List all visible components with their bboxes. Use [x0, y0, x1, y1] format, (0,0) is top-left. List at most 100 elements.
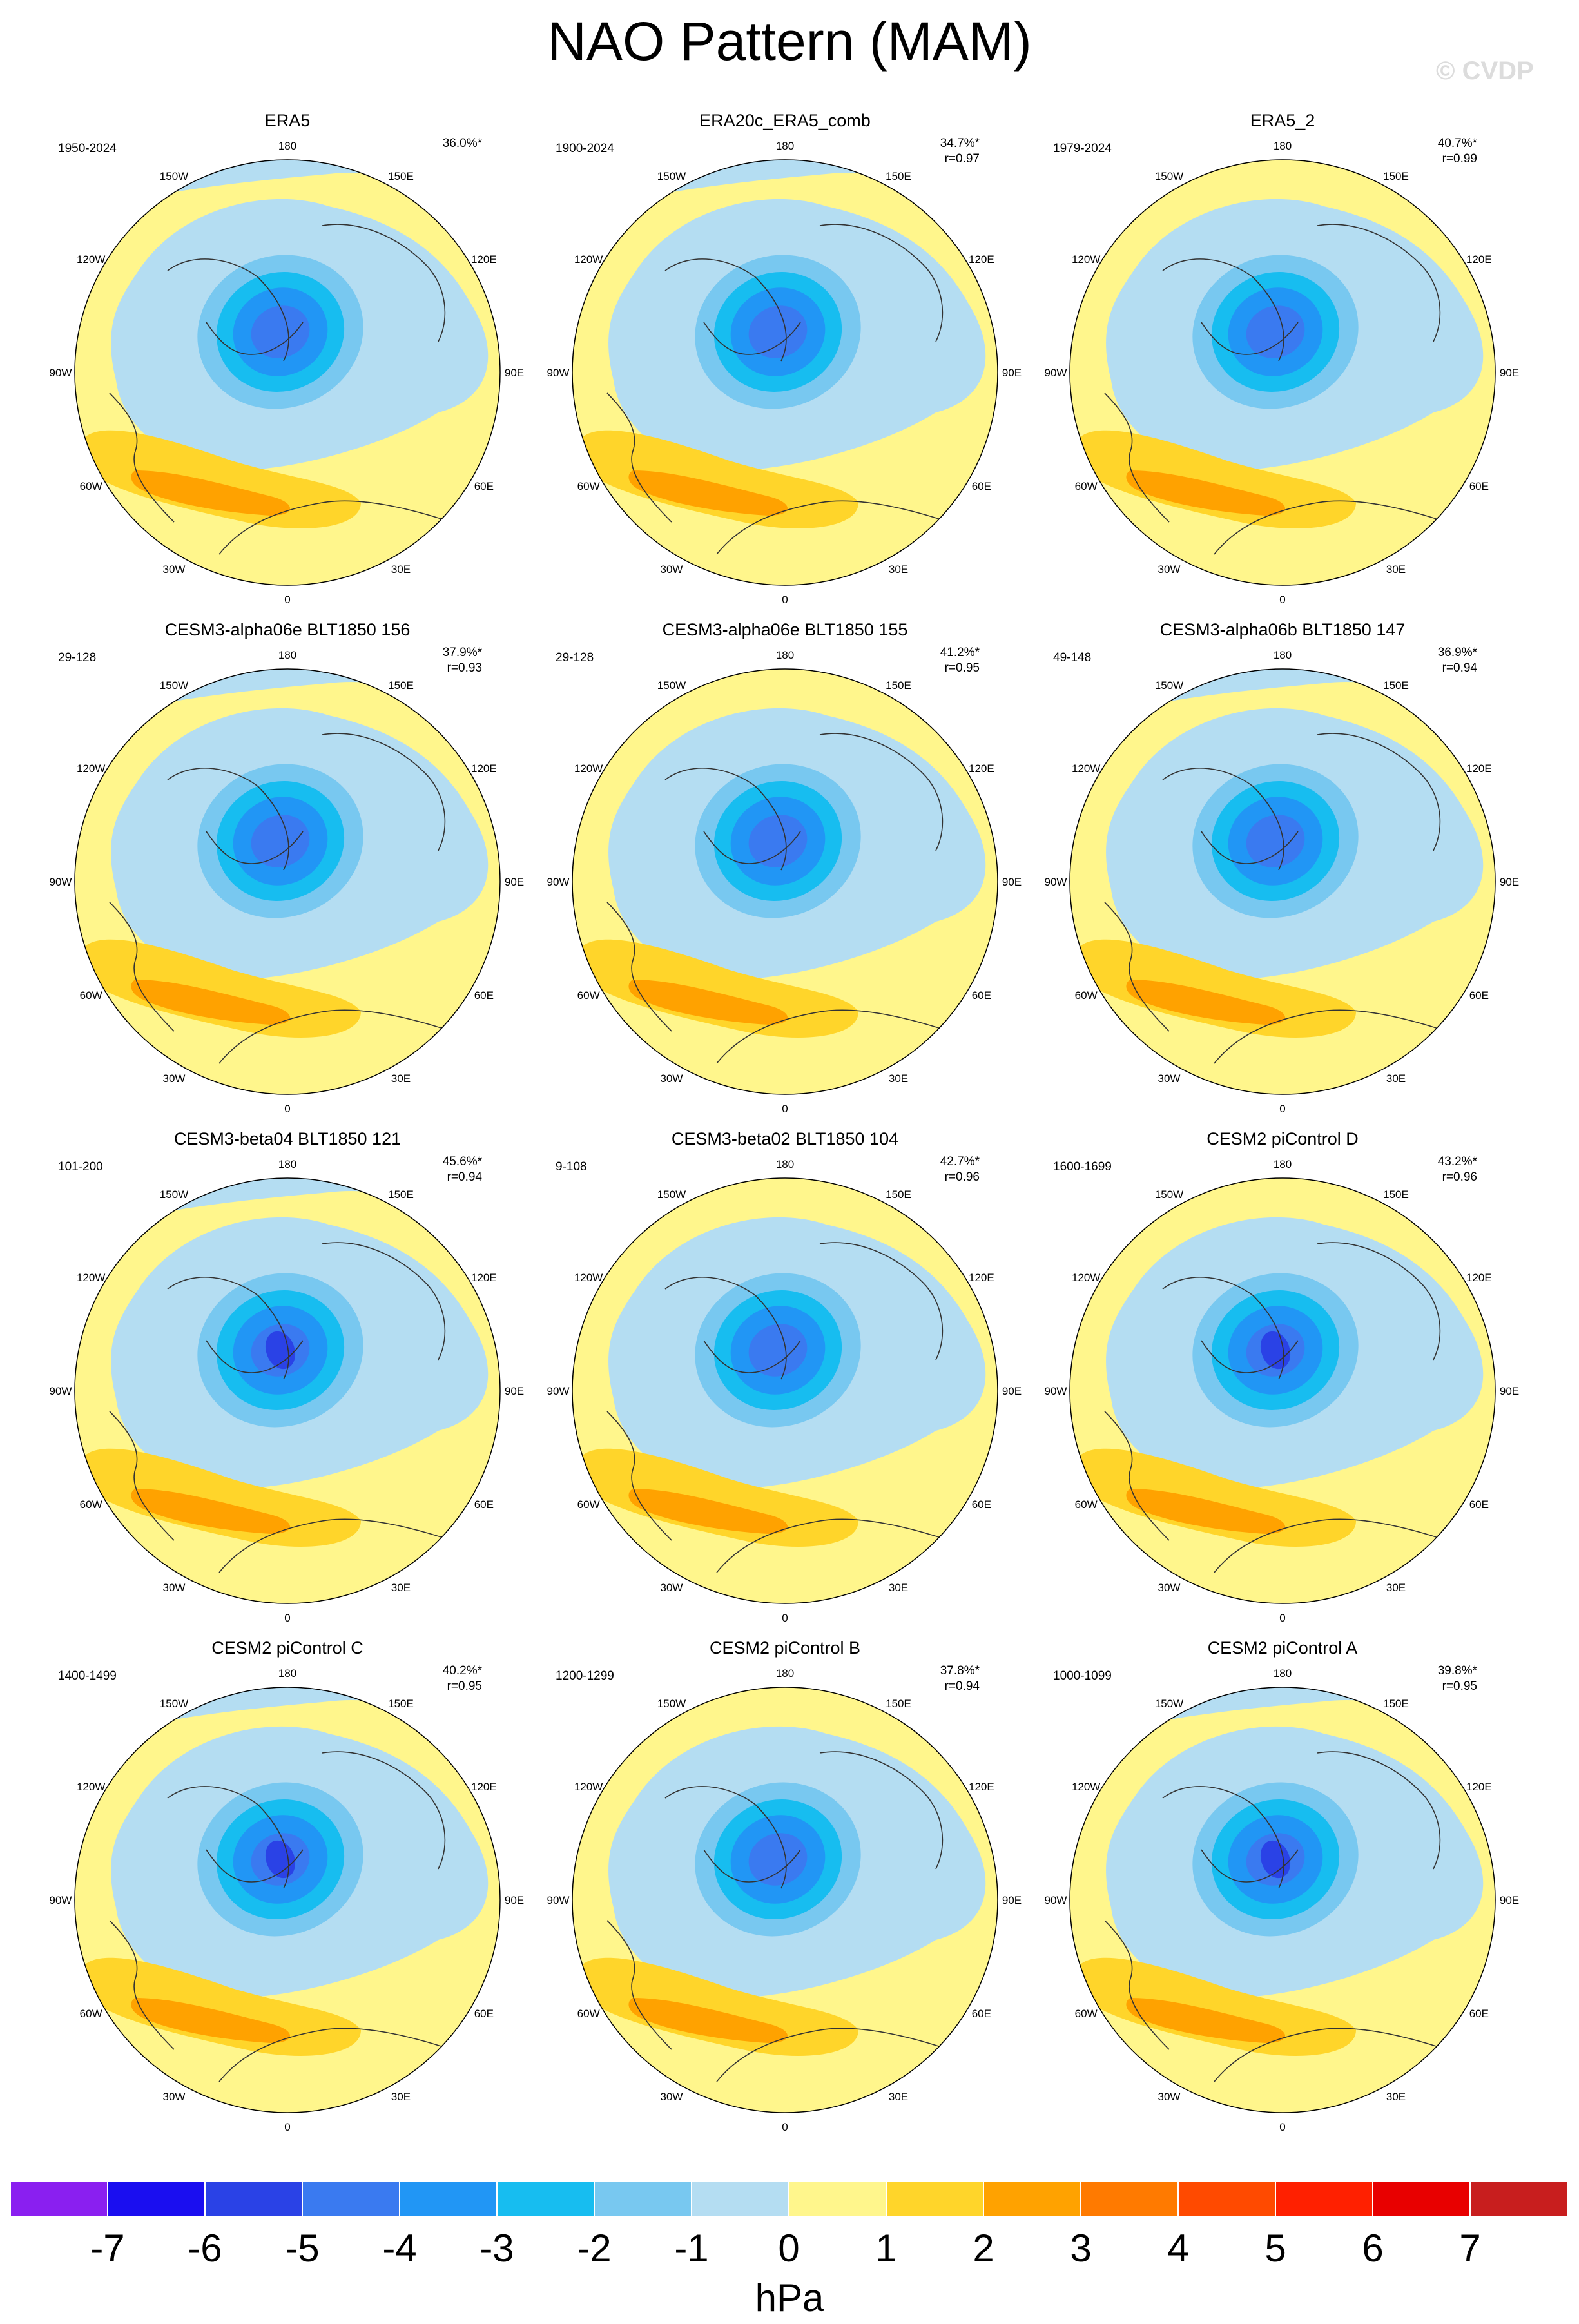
- coastline: [109, 1411, 175, 1541]
- longitude-label: 90E: [1500, 1894, 1519, 1906]
- map-boundary: [572, 668, 998, 1095]
- map-boundary: [572, 159, 998, 586]
- atlantic-positive-core: [131, 470, 290, 516]
- longitude-label: 30W: [1158, 563, 1181, 576]
- coastline: [218, 500, 452, 555]
- map-panel: ERA20c_ERA5_comb 1900-2024 34.7%* r=0.97 180…: [523, 110, 1047, 619]
- atlantic-positive-core: [628, 1489, 788, 1534]
- panel-variance-explained: 42.7%*: [940, 1155, 980, 1168]
- coastline: [1201, 1340, 1299, 1373]
- longitude-label: 60E: [972, 989, 991, 1002]
- coastline: [1214, 500, 1447, 555]
- map-panel: CESM2 piControl D 1600-1699 43.2%* r=0.96 18…: [1021, 1128, 1544, 1637]
- panel-variance-explained: 34.7%*: [940, 137, 980, 150]
- longitude-label: 60W: [1075, 1498, 1098, 1511]
- longitude-label: 60E: [474, 2008, 494, 2020]
- coastline: [606, 1411, 672, 1541]
- map-panel: CESM3-beta02 BLT1850 104 9-108 42.7%* r=0.9…: [523, 1128, 1047, 1637]
- negative-anomaly-core: [265, 1840, 296, 1879]
- longitude-label: 0: [782, 2121, 788, 2133]
- longitude-label: 90W: [50, 367, 72, 379]
- longitude-label: 120E: [1466, 253, 1492, 266]
- colorbar-tick-label: 6: [1362, 2227, 1384, 2270]
- coastline: [1162, 768, 1284, 871]
- longitude-label: 150W: [657, 1698, 686, 1710]
- coastline: [703, 831, 801, 864]
- panel-variance-explained: 40.2%*: [442, 1664, 482, 1678]
- coastline: [322, 1751, 446, 1870]
- longitude-label: 180: [776, 649, 794, 661]
- longitude-label: 0: [284, 1103, 290, 1115]
- longitude-label: 150E: [388, 679, 414, 692]
- coastline: [1162, 1277, 1284, 1380]
- map-boundary: [1069, 1687, 1496, 2113]
- longitude-label: 150E: [388, 1698, 414, 1710]
- longitude-label: 60E: [474, 1498, 494, 1511]
- longitude-label: 60W: [1075, 480, 1098, 492]
- coastline: [606, 1920, 672, 2050]
- colorbar: [10, 2181, 1567, 2218]
- polar-map: 180 150E 120E 90E 60E 30E 0 30W 60W 90W 120W 150W: [1045, 1667, 1520, 2133]
- longitude-label: 60W: [1075, 989, 1098, 1002]
- atlantic-positive-anomaly: [574, 1448, 858, 1547]
- panel-pattern-correlation: r=0.99: [1442, 152, 1477, 166]
- coastline: [218, 1518, 452, 1573]
- longitude-label: 30W: [163, 563, 186, 576]
- atlantic-positive-anomaly: [1072, 1957, 1356, 2056]
- longitude-label: 120W: [574, 253, 603, 266]
- panel-variance-explained: 43.2%*: [1437, 1155, 1477, 1168]
- polar-map: 180 150E 120E 90E 60E 30E 0 30W 60W 90W 120W 150W: [547, 649, 1022, 1115]
- coastline: [664, 258, 787, 362]
- colorbar-tick-label: -7: [90, 2227, 125, 2270]
- longitude-label: 30E: [1386, 1072, 1406, 1085]
- longitude-label: 180: [776, 1667, 794, 1680]
- coastline: [716, 500, 949, 555]
- map-panel: ERA5 1950-2024 36.0%* 180 150E 120E 90E 60E 30E 0…: [26, 110, 549, 619]
- coastline: [1214, 2028, 1447, 2082]
- atlantic-positive-anomaly: [574, 939, 858, 1038]
- longitude-label: 30E: [1386, 1582, 1406, 1594]
- negative-anomaly-core: [1260, 1331, 1291, 1370]
- colorbar-tick-label: -5: [285, 2227, 320, 2270]
- panel-title: ERA5: [264, 111, 311, 130]
- longitude-label: 90W: [50, 876, 72, 888]
- longitude-label: 90E: [1500, 1385, 1519, 1397]
- colorbar-tick-label: 4: [1167, 2227, 1189, 2270]
- longitude-label: 150E: [1383, 1188, 1409, 1201]
- panel-title: CESM3-alpha06e BLT1850 155: [662, 620, 908, 639]
- longitude-label: 30W: [1158, 1582, 1181, 1594]
- longitude-label: 30E: [391, 1582, 411, 1594]
- colorbar-tick-label: 7: [1459, 2227, 1481, 2270]
- map-panel: CESM2 piControl A 1000-1099 39.8%* r=0.95 18…: [1021, 1637, 1544, 2146]
- coastline: [1104, 1411, 1170, 1541]
- longitude-label: 60E: [972, 1498, 991, 1511]
- longitude-label: 150E: [886, 1698, 911, 1710]
- longitude-label: 0: [284, 594, 290, 606]
- longitude-label: 90W: [1045, 876, 1067, 888]
- negative-anomaly-core: [748, 815, 808, 867]
- longitude-label: 30W: [661, 563, 683, 576]
- atlantic-positive-core: [1126, 980, 1285, 1025]
- longitude-label: 150W: [657, 170, 686, 182]
- longitude-label: 30W: [1158, 1072, 1181, 1085]
- longitude-label: 0: [1279, 2121, 1285, 2133]
- longitude-label: 30E: [1386, 2091, 1406, 2103]
- atlantic-positive-anomaly: [1072, 430, 1356, 528]
- coastline: [606, 392, 672, 523]
- panel-variance-explained: 41.2%*: [940, 646, 980, 659]
- panel-pattern-correlation: r=0.95: [1442, 1680, 1477, 1693]
- longitude-label: 90W: [547, 1894, 570, 1906]
- colorbar-tick-label: 5: [1264, 2227, 1286, 2270]
- coastline: [167, 258, 289, 362]
- panel-period: 9-108: [556, 1160, 587, 1174]
- longitude-label: 120W: [77, 762, 105, 775]
- coastline: [167, 1277, 289, 1380]
- longitude-label: 60W: [80, 1498, 102, 1511]
- longitude-label: 150W: [1155, 1698, 1183, 1710]
- panel-pattern-correlation: r=0.94: [1442, 661, 1477, 675]
- atlantic-positive-core: [131, 980, 290, 1025]
- colorbar-tick-label: -1: [674, 2227, 709, 2270]
- longitude-label: 180: [1274, 649, 1292, 661]
- polar-map: 180 150E 120E 90E 60E 30E 0 30W 60W 90W 120W 150W: [50, 140, 525, 606]
- colorbar-units: hPa: [755, 2276, 824, 2319]
